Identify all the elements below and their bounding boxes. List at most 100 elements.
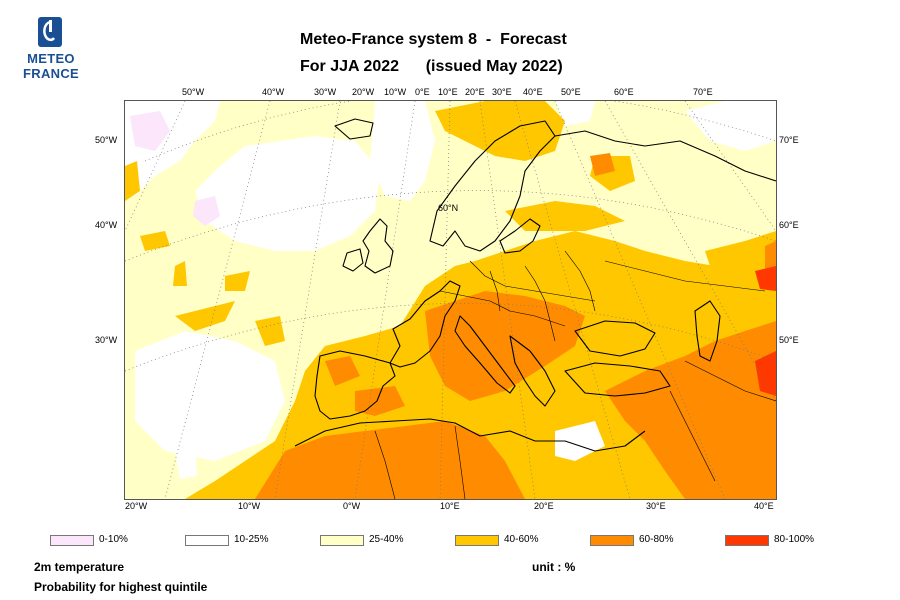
legend-swatch (320, 535, 364, 546)
legend-swatch (185, 535, 229, 546)
right-tick: 60°E (779, 220, 799, 230)
region-10-25 (370, 101, 435, 201)
region-40-60 (175, 301, 235, 331)
unit-label: unit : % (532, 560, 576, 574)
region-40-60 (255, 316, 285, 346)
region-0-10 (130, 111, 170, 151)
graticule-line (604, 101, 776, 402)
legend-swatch (590, 535, 634, 546)
region-40-60 (705, 231, 776, 301)
left-tick: 50°W (95, 135, 118, 145)
region-60-80 (605, 321, 776, 499)
legend-label: 80-100% (774, 534, 815, 545)
coastline-black-sea (574, 320, 656, 357)
region-60-80 (255, 421, 525, 499)
graticule (125, 101, 776, 499)
region-40-60 (225, 271, 250, 291)
right-tick: 50°E (779, 335, 799, 345)
region-40-60 (140, 231, 170, 251)
logo-line-2: FRANCE (23, 66, 79, 81)
country-border (684, 360, 776, 402)
region-0-10 (193, 196, 220, 226)
legend-label: 10-25% (234, 534, 269, 545)
title-line-1: Meteo-France system 8 - Forecast (300, 31, 567, 48)
coastline-caspian (694, 300, 721, 362)
legend-item-25-40: 25-40% (320, 534, 450, 546)
logo-line-1: METEO (27, 51, 75, 66)
title-line-2: For JJA 2022 (issued May 2022) (300, 58, 563, 75)
top-tick: 40°W (262, 87, 285, 97)
coastline-arctic (554, 130, 776, 182)
right-tick: 70°E (779, 135, 799, 145)
variable-label: 2m temperature (34, 560, 125, 574)
top-tick: 20°E (465, 87, 485, 97)
bottom-tick: 0°W (343, 501, 361, 511)
legend-item-80-100: 80-100% (725, 534, 855, 546)
coastline-ireland (342, 248, 364, 272)
region-10-25 (175, 446, 197, 479)
legend-item-10-25: 10-25% (185, 534, 315, 546)
region-10-25 (685, 101, 776, 151)
region-60-80 (590, 153, 615, 176)
top-tick: 0°E (415, 87, 430, 97)
top-tick: 10°W (384, 87, 407, 97)
legend-swatch (50, 535, 94, 546)
graticule-line (479, 101, 536, 499)
country-border (469, 260, 596, 302)
left-tick: 30°W (95, 335, 118, 345)
bottom-tick: 30°E (646, 501, 666, 511)
bottom-tick: 10°E (440, 501, 460, 511)
meteo-france-logo: METEO FRANCE (18, 16, 84, 86)
top-tick: 20°W (352, 87, 375, 97)
coastline-north-africa (294, 418, 646, 452)
coastline-france (389, 280, 461, 368)
bottom-tick: 10°W (238, 501, 261, 511)
coastline-scandinavia (429, 120, 556, 252)
bottom-tick: 20°W (125, 501, 148, 511)
coastline-turkey (564, 362, 671, 397)
region-40-60 (435, 101, 565, 161)
coastline-baltic (499, 218, 541, 254)
graticule-line (144, 101, 776, 162)
region-80-100 (755, 266, 776, 291)
legend-swatch (455, 535, 499, 546)
legend-swatch (725, 535, 769, 546)
top-tick: 50°E (561, 87, 581, 97)
bottom-tick: 40°E (754, 501, 774, 511)
coastline-uk (362, 218, 394, 274)
top-tick: 70°E (693, 87, 713, 97)
graticule-line (274, 101, 341, 499)
country-border (454, 425, 466, 499)
country-border (564, 250, 596, 312)
region-60-80 (325, 356, 360, 386)
country-border (489, 270, 501, 312)
region-10-25 (135, 331, 285, 461)
coastline-iberia (314, 350, 396, 420)
country-border (524, 265, 556, 342)
country-border (439, 290, 566, 327)
region-40-60 (173, 261, 187, 286)
legend-item-0-10: 0-10% (50, 534, 180, 546)
top-tick: 60°E (614, 87, 634, 97)
region-40-60 (505, 201, 625, 231)
legend-label: 40-60% (504, 534, 539, 545)
top-tick: 10°E (438, 87, 458, 97)
top-tick: 30°W (314, 87, 337, 97)
coastlines (294, 118, 776, 452)
country-borders (374, 250, 776, 499)
top-tick: 50°W (182, 87, 205, 97)
country-border (374, 430, 396, 499)
map-canvas: 60°N (125, 101, 776, 499)
legend-label: 60-80% (639, 534, 674, 545)
legend-label: 0-10% (99, 534, 128, 545)
legend-item-60-80: 60-80% (590, 534, 720, 546)
description-label: Probability for highest quintile (34, 580, 208, 594)
graticule-line (554, 101, 726, 499)
left-tick: 40°W (95, 220, 118, 230)
country-border (669, 390, 716, 482)
country-border (604, 260, 766, 292)
region-60-80 (425, 291, 585, 401)
region-10-25 (195, 136, 380, 251)
coastline-balkans (509, 335, 556, 407)
